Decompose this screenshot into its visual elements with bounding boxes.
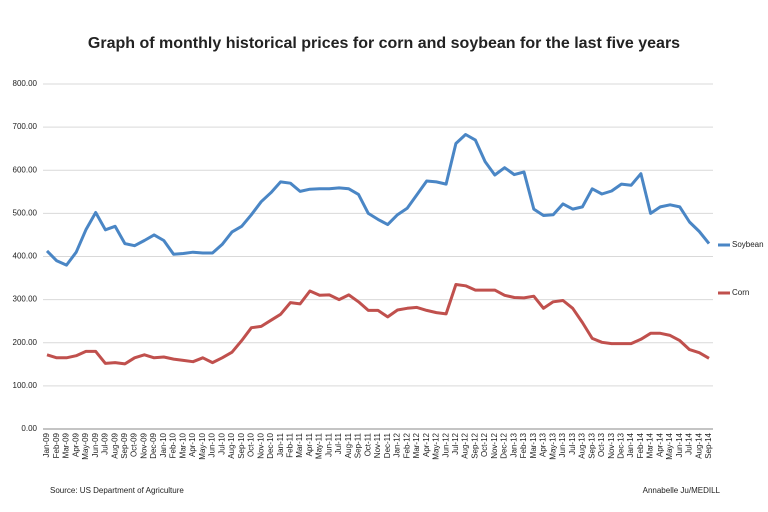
x-tick-label: Jun-11 (324, 432, 333, 456)
x-tick-label: Jan-09 (42, 432, 51, 457)
x-tick-label: Jul-13 (568, 432, 577, 454)
x-tick-label: May-13 (548, 432, 557, 459)
y-tick-label: 100.00 (13, 381, 38, 390)
y-tick-label: 400.00 (13, 252, 38, 261)
x-tick-label: Aug-11 (344, 432, 353, 458)
x-tick-label: Mar-14 (646, 432, 655, 458)
x-tick-label: Jun-14 (675, 432, 684, 457)
x-tick-label: Oct-09 (130, 432, 139, 457)
y-tick-label: 300.00 (13, 295, 38, 304)
x-tick-label: Sep-13 (587, 432, 596, 458)
x-tick-label: Mar-09 (62, 432, 71, 458)
y-tick-label: 600.00 (13, 165, 38, 174)
x-tick-label: Apr-11 (305, 432, 314, 456)
x-tick-label: Nov-09 (139, 432, 148, 458)
chart-title: Graph of monthly historical prices for c… (88, 35, 680, 52)
x-tick-label: Jun-10 (208, 432, 217, 457)
x-tick-label: Mar-13 (529, 432, 538, 458)
x-tick-label: Sep-14 (704, 432, 713, 458)
x-tick-label: Jan-10 (159, 432, 168, 457)
x-tick-label: May-12 (432, 432, 441, 459)
x-tick-label: Sep-11 (354, 432, 363, 458)
credit: Annabelle Ju/MEDILL (643, 486, 721, 495)
x-tick-label: Dec-09 (149, 432, 158, 458)
x-tick-label: Aug-12 (461, 432, 470, 458)
x-tick-label: May-11 (315, 432, 324, 459)
x-tick-label: Dec-12 (500, 432, 509, 458)
x-tick-label: Jul-14 (685, 432, 694, 454)
x-tick-label: Dec-11 (383, 432, 392, 458)
x-tick-label: Dec-13 (616, 432, 625, 458)
x-tick-label: Jan-14 (626, 432, 635, 457)
x-tick-label: Feb-10 (169, 432, 178, 458)
x-tick-label: Dec-10 (266, 432, 275, 458)
x-tick-label: Apr-09 (71, 432, 80, 457)
x-tick-label: May-14 (665, 432, 674, 459)
x-tick-label: Feb-12 (402, 432, 411, 458)
y-tick-label: 800.00 (13, 79, 38, 88)
y-tick-label: 200.00 (13, 338, 38, 347)
x-tick-label: Nov-10 (256, 432, 265, 458)
legend-label: Soybean (732, 240, 764, 249)
x-tick-label: Jul-11 (334, 432, 343, 454)
x-tick-label: Aug-14 (694, 432, 703, 458)
x-tick-label: Aug-09 (110, 432, 119, 458)
x-tick-label: Apr-13 (539, 432, 548, 457)
series-line (45, 133, 711, 267)
x-tick-label: Oct-13 (597, 432, 606, 457)
x-tick-label: Feb-11 (285, 432, 294, 457)
series-line (46, 283, 710, 366)
x-tick-label: Jun-12 (441, 432, 450, 457)
x-tick-label: Jan-11 (276, 432, 285, 456)
x-tick-label: Mar-10 (178, 432, 187, 458)
x-tick-label: Aug-10 (227, 432, 236, 458)
x-tick-label: Feb-13 (519, 432, 528, 458)
legend-label: Corn (732, 288, 749, 297)
y-tick-label: 700.00 (13, 122, 38, 131)
x-tick-label: Jul-10 (217, 432, 226, 454)
x-tick-label: Jul-09 (101, 432, 110, 454)
x-tick-label: Jun-13 (558, 432, 567, 457)
x-tick-label: Oct-11 (363, 432, 372, 456)
x-tick-label: Apr-12 (422, 432, 431, 457)
y-tick-label: 0.00 (21, 424, 37, 433)
x-tick-label: Oct-10 (247, 432, 256, 457)
source: Source: US Department of Agriculture (50, 486, 184, 495)
x-tick-label: Sep-10 (237, 432, 246, 458)
x-tick-label: May-09 (81, 432, 90, 459)
x-tick-label: Mar-11 (295, 432, 304, 457)
x-tick-label: Nov-11 (373, 432, 382, 458)
x-tick-label: Jan-13 (509, 432, 518, 457)
x-tick-label: Sep-09 (120, 432, 129, 458)
x-tick-label: Jul-12 (451, 432, 460, 454)
x-tick-label: Feb-09 (52, 432, 61, 458)
x-tick-label: Aug-13 (578, 432, 587, 458)
x-tick-label: May-10 (198, 432, 207, 459)
x-tick-label: Jun-09 (91, 432, 100, 457)
x-tick-label: Mar-12 (412, 432, 421, 458)
x-tick-label: Apr-10 (188, 432, 197, 457)
x-tick-label: Jan-12 (393, 432, 402, 457)
x-tick-label: Sep-12 (470, 432, 479, 458)
x-tick-label: Oct-12 (480, 432, 489, 457)
x-tick-label: Nov-13 (607, 432, 616, 458)
x-tick-label: Nov-12 (490, 432, 499, 458)
x-tick-label: Apr-14 (655, 432, 664, 457)
y-tick-label: 500.00 (13, 208, 38, 217)
x-tick-label: Feb-14 (636, 432, 645, 458)
